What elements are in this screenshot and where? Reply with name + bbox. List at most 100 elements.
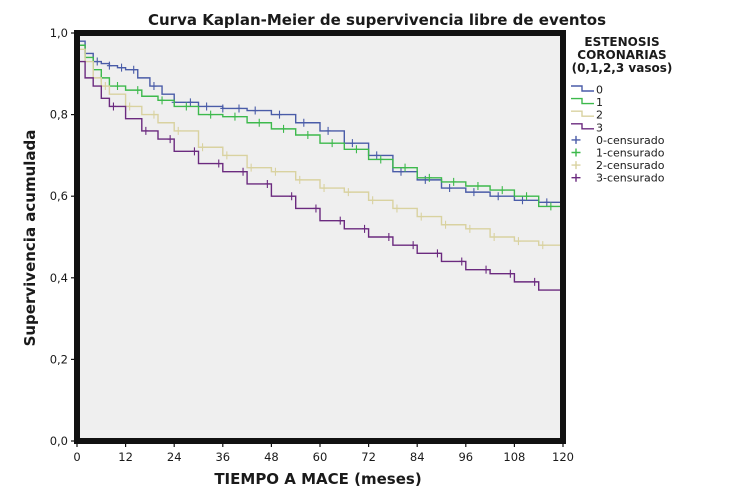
censor-mark [175,126,181,135]
legend-item: 2-censurado [571,159,665,172]
legend-swatch-step [571,97,594,105]
censor-mark [187,98,193,107]
censor-mark [349,139,355,148]
x-tick-label: 120 [552,450,574,464]
censor-mark [289,192,295,201]
censor-mark [159,96,165,105]
legend-label: 1-censurado [596,147,665,160]
censor-mark [297,175,303,184]
censor-mark [252,106,258,115]
legend-item: 3 [571,121,603,134]
x-tick-label: 48 [264,450,279,464]
x-tick-label: 84 [410,450,425,464]
legend-swatch-censor [571,148,581,157]
censor-mark [386,233,392,241]
censor-mark [220,104,226,113]
censor-mark [119,63,125,72]
x-tick-label: 108 [503,450,525,464]
censor-mark [301,118,307,127]
censor-mark [532,277,538,286]
censor-mark [272,167,278,176]
censor-mark [353,145,359,154]
censor-mark [426,173,432,182]
censor-mark [135,86,141,95]
series-line-3 [77,60,564,297]
censor-mark [200,143,206,152]
legend-label: 3-censurado [596,172,665,185]
x-tick-label: 60 [313,450,328,464]
y-tick-label: 0,2 [50,352,68,366]
censor-mark [520,196,525,205]
legend-swatch-step [571,110,594,117]
y-axis: 0,0 0,2 0,4 0,6 0,8 1,0 [50,26,77,448]
censor-mark [540,241,546,250]
series-layer [77,40,564,297]
censor-mark [236,104,242,113]
x-tick-label: 36 [215,450,230,464]
censor-mark [106,61,112,70]
censor-mark [491,233,497,241]
censor-mark [281,124,287,133]
legend-item: 1-censurado [571,147,665,160]
censor-mark [329,139,335,148]
censor-mark [240,167,246,176]
legend-item: 1 [571,96,603,109]
series-3 [77,60,564,297]
censor-mark [325,126,331,135]
y-tick-label: 0,8 [50,108,68,122]
series-line-0 [77,40,564,205]
censor-mark [402,163,408,172]
censor-mark [418,212,424,221]
x-tick-label: 12 [118,450,133,464]
chart-title: Curva Kaplan-Meier de supervivencia libr… [148,11,606,29]
censor-mark [345,188,351,197]
legend-label: 1 [596,96,603,109]
censor-mark [224,151,230,160]
x-axis: 0 12 24 36 48 60 72 84 96 108 120 [73,441,574,464]
censor-mark [434,249,440,258]
y-tick-label: 0,0 [50,434,68,448]
censor-mark [544,198,550,207]
censor-mark [264,179,270,188]
censor-mark [398,167,404,176]
censor-mark [475,182,481,190]
censor-mark [102,82,108,91]
legend-title-line: (0,1,2,3 vasos) [572,61,673,75]
censor-mark [495,192,501,201]
legend-label: 2-censurado [596,159,665,172]
censor-mark [151,110,157,119]
legend-swatch-step [571,85,594,92]
x-tick-label: 24 [167,450,182,464]
censor-mark [305,131,311,139]
censor-mark [394,204,400,213]
censor-mark [515,237,521,246]
censor-mark [471,188,477,197]
censor-mark [507,269,513,278]
censor-mark [277,110,282,119]
censor-mark [313,204,319,213]
y-axis-label: Supervivencia acumulada [21,130,39,347]
legend-label: 2 [596,109,603,122]
legend-label: 0 [596,84,603,97]
censor-mark [548,202,554,211]
legend-item: 0-censurado [571,134,665,147]
censor-mark [499,186,505,195]
censor-mark [208,110,214,119]
y-tick-label: 0,4 [50,271,68,285]
x-tick-label: 0 [73,450,80,464]
censor-mark [127,102,133,111]
legend-label: 0-censurado [596,134,665,147]
censor-mark [362,224,368,233]
legend-label: 3 [596,121,603,134]
x-tick-label: 96 [458,450,473,464]
legend-swatch-step [571,123,594,130]
censor-mark [378,155,384,164]
legend-item: 0 [571,84,603,97]
legend-swatch-censor [571,135,581,144]
censor-mark [459,257,465,266]
legend-title-line: ESTENOSIS [584,35,659,49]
legend-swatch-censor [571,173,581,182]
censor-mark [191,147,197,156]
censor-mark [143,126,149,135]
